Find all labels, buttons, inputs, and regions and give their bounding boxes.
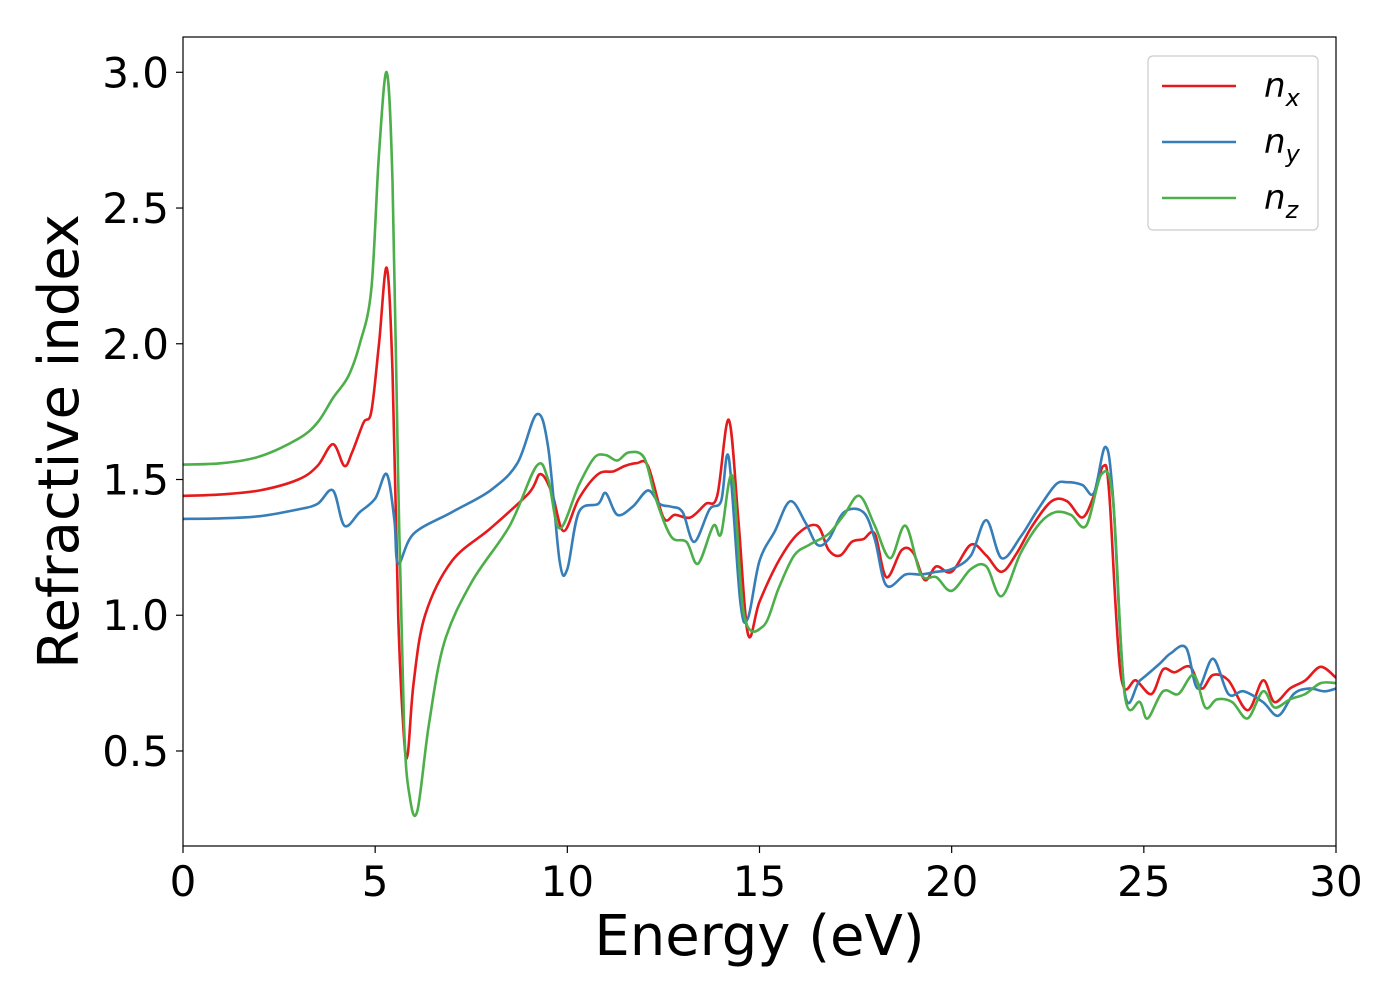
y-axis: 0.5 1.0 1.5 2.0 2.5 3.0: [102, 48, 183, 776]
x-tick-label: 30: [1309, 857, 1362, 906]
legend-entry-z: nz: [1264, 178, 1300, 224]
legend-entry-y: ny: [1264, 122, 1301, 168]
legend-entry-x: nx: [1264, 66, 1301, 112]
x-tick-label: 10: [541, 857, 594, 906]
x-tick-label: 15: [733, 857, 786, 906]
y-tick-label: 1.0: [102, 591, 169, 640]
series-line-x: [183, 266, 1336, 760]
series-line-z: [183, 70, 1336, 818]
y-tick-label: 0.5: [102, 727, 169, 776]
y-axis-label: Refractive index: [27, 214, 92, 669]
y-tick-label: 2.0: [102, 320, 169, 369]
y-tick-label: 3.0: [102, 48, 169, 97]
y-tick-label: 2.5: [102, 184, 169, 233]
series-layer: [183, 70, 1336, 818]
x-tick-label: 25: [1117, 857, 1170, 906]
series-line-y: [183, 412, 1336, 718]
x-axis: 0 5 10 15 20 25 30: [170, 846, 1363, 906]
x-tick-label: 5: [362, 857, 389, 906]
y-tick-label: 1.5: [102, 456, 169, 505]
x-tick-label: 0: [170, 857, 197, 906]
x-tick-label: 20: [925, 857, 978, 906]
legend: nx ny nz: [1147, 55, 1319, 231]
x-axis-label: Energy (eV): [594, 904, 924, 969]
